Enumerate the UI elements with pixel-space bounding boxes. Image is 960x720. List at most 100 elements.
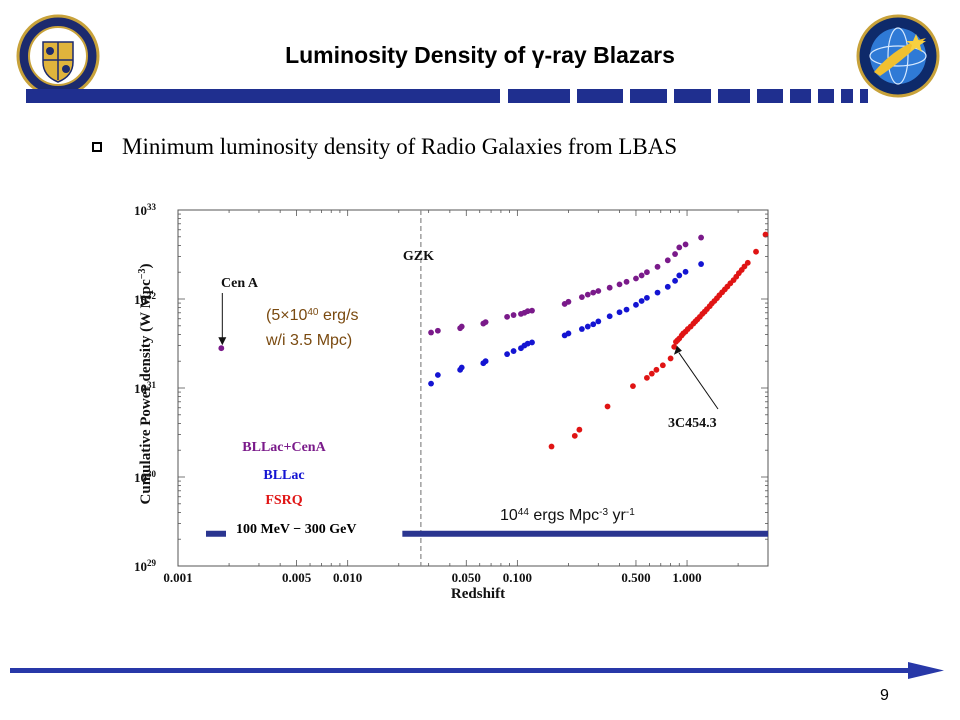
legend-100-mev-300-gev: 100 MeV − 300 GeV [236, 522, 356, 537]
data-point-bllac [482, 358, 489, 365]
data-point-bllac [595, 318, 602, 325]
data-point-bllac [633, 301, 639, 308]
data-point-bllac [672, 277, 678, 284]
legend-bllac-cena: BLLac+CenA [242, 440, 326, 455]
data-point-bllac-cena [218, 345, 225, 352]
data-point-bllac-cena [428, 329, 434, 336]
y-tick-label: 1030 [134, 469, 157, 485]
x-tick-label: 0.050 [452, 570, 481, 585]
data-point-bllac [644, 294, 650, 301]
y-tick-label: 1032 [134, 291, 157, 307]
data-point-bllac [458, 364, 465, 371]
data-point-fsrq [648, 370, 655, 377]
gzk-label: GZK [403, 249, 434, 264]
data-point-bllac-cena [606, 284, 613, 291]
data-point-fsrq [548, 443, 555, 450]
data-point-bllac-cena [578, 294, 585, 301]
data-point-fsrq [762, 231, 769, 238]
data-point-fsrq [653, 366, 660, 373]
data-point-bllac-cena [664, 257, 671, 264]
data-point-fsrq [571, 432, 578, 439]
nrl-logo [16, 14, 100, 98]
data-point-bllac-cena [482, 319, 489, 326]
data-point-bllac-cena [623, 278, 630, 285]
checkbox-bullet-icon [92, 142, 102, 152]
data-point-fsrq [604, 403, 611, 410]
data-point-fsrq [667, 355, 674, 362]
data-point-bllac-cena [510, 312, 517, 318]
slide-title: Luminosity Density of γ-ray Blazars [285, 42, 675, 68]
data-point-bllac [510, 348, 517, 354]
legend-fsrq: FSRQ [265, 493, 302, 508]
data-point-bllac-cena [458, 323, 465, 330]
data-point-bllac-cena [504, 313, 510, 320]
legend-bllac: BLLac [263, 468, 304, 483]
bullet-text: Minimum luminosity density of Radio Gala… [122, 134, 678, 159]
data-point-bllac [616, 309, 623, 316]
x-tick-label: 0.005 [282, 570, 312, 585]
data-point-fsrq [659, 362, 666, 369]
series-fsrq [548, 231, 769, 450]
data-point-bllac [565, 330, 572, 337]
data-point-bllac-cena [698, 234, 704, 241]
y-tick-label: 1033 [134, 202, 157, 218]
x-axis-label: Redshift [451, 586, 505, 602]
data-point-bllac-cena [616, 281, 623, 288]
data-point-fsrq [630, 383, 636, 390]
x-tick-label: 1.000 [672, 570, 701, 585]
data-point-bllac [578, 326, 585, 332]
data-point-bllac [529, 339, 535, 346]
data-point-bllac [698, 261, 704, 267]
x-tick-label: 0.100 [503, 570, 532, 585]
x-tick-label: 0.500 [621, 570, 650, 585]
data-point-bllac-cena [524, 308, 531, 315]
data-point-bllac-cena [595, 288, 602, 294]
data-point-fsrq [576, 426, 583, 433]
data-point-bllac-cena [584, 291, 591, 298]
data-point-bllac [428, 380, 434, 387]
data-point-bllac-cena [633, 275, 639, 282]
data-point-bllac [524, 340, 531, 347]
src-3c454-arrow-head [673, 345, 682, 355]
data-point-bllac-cena [565, 298, 572, 305]
data-point-bllac [654, 289, 661, 296]
data-point-bllac [584, 323, 591, 330]
luminosity-chart: 0.001 0.005 0.010 0.050 0.100 0.500 1.000 1029 1… [134, 202, 769, 602]
data-point-bllac [638, 298, 645, 304]
data-point-bllac-cena [434, 327, 441, 334]
data-point-fsrq [753, 248, 759, 255]
data-point-bllac [606, 313, 613, 320]
series-bllac [428, 261, 704, 387]
data-point-bllac [664, 283, 671, 290]
rate-annotation: 1044 ergs Mpc-3 yr-1 [500, 507, 635, 525]
data-point-bllac-cena [682, 241, 689, 248]
cen-a-label: Cen A [221, 276, 259, 291]
cen-a-note-line1: (5×1040 erg/s [266, 307, 359, 325]
page-number: 9 [880, 687, 889, 704]
bullet-point: Minimum luminosity density of Radio Gala… [92, 132, 677, 162]
footer-arrow [10, 662, 944, 679]
cen-a-arrow-head [218, 337, 227, 346]
series-bllac-cena [218, 234, 704, 352]
data-point-fsrq [644, 374, 650, 381]
y-axis-label: Cumulative Power density (W Mpc−3) [137, 264, 155, 505]
x-tick-label: 0.010 [333, 570, 362, 585]
data-point-bllac [623, 306, 630, 313]
data-point-bllac-cena [590, 289, 597, 296]
data-point-bllac [434, 372, 441, 378]
data-point-fsrq [671, 343, 678, 350]
data-point-bllac [682, 268, 689, 275]
plot-area [177, 209, 769, 567]
data-point-bllac-cena [676, 244, 683, 251]
y-tick-label: 1029 [134, 558, 157, 574]
title-bar-decoration [26, 89, 868, 103]
data-point-bllac [590, 321, 597, 328]
data-point-bllac-cena [638, 272, 645, 279]
data-point-bllac-cena [654, 263, 661, 270]
data-point-bllac-cena [529, 307, 535, 314]
src-3c454-arrow-line [678, 352, 719, 410]
data-point-bllac-cena [672, 251, 678, 257]
data-point-bllac [676, 272, 683, 279]
src-3c454-label: 3C454.3 [668, 416, 717, 431]
y-tick-label: 1031 [134, 380, 157, 396]
